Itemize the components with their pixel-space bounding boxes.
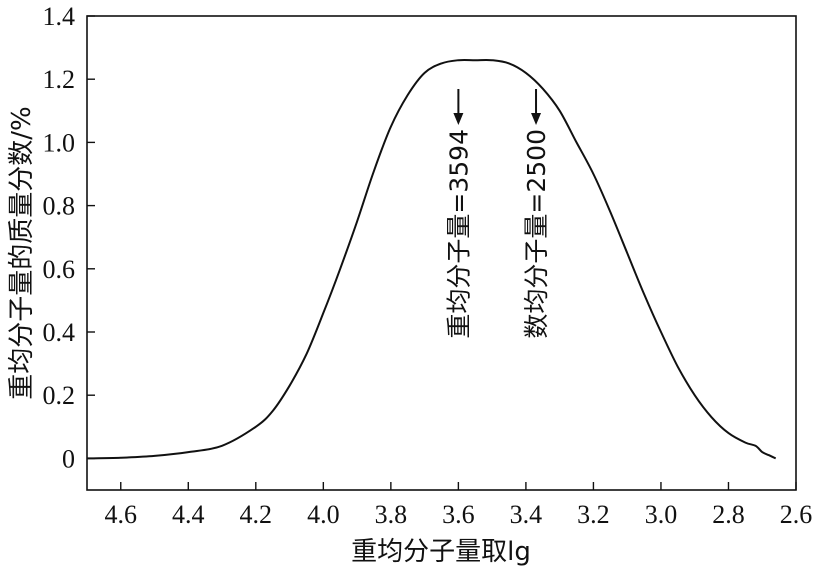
plot-frame: [86, 15, 797, 491]
x-tick-label: 3.6: [442, 500, 475, 529]
distribution-curve: [86, 58, 777, 460]
x-tick-label: 4.0: [307, 500, 340, 529]
x-tick-label: 2.6: [780, 500, 813, 529]
x-tick-label: 3.4: [510, 500, 543, 529]
y-tick-label: 0.8: [43, 192, 76, 221]
y-tick-label: 1.0: [43, 128, 76, 157]
annotations: 重均分子量=3594 数均分子量=2500: [444, 89, 551, 339]
y-tick-label: 1.2: [43, 65, 76, 94]
x-tick-label: 3.2: [577, 500, 610, 529]
y-tick-label: 0: [62, 444, 75, 473]
x-tick-label: 4.6: [105, 500, 138, 529]
x-tick-label: 4.4: [172, 500, 205, 529]
x-tick-label: 2.8: [712, 500, 745, 529]
y-tick-label: 0.6: [43, 255, 76, 284]
x-tick-label: 3.8: [375, 500, 408, 529]
annotation-label: 重均分子量=3594: [444, 129, 473, 339]
x-tick-label: 4.2: [240, 500, 273, 529]
annotation-arrow: [531, 89, 542, 125]
annotation-arrow: [453, 89, 464, 125]
y-tick-label: 0.2: [43, 381, 76, 410]
y-tick-label: 0.4: [43, 318, 76, 347]
x-axis-ticks: 4.6 4.4 4.2 4.0 3.8 3.6 3.4 3.2 3.0 2.8 2.6: [105, 482, 813, 529]
y-tick-label: 1.4: [43, 2, 76, 31]
x-tick-label: 3.0: [645, 500, 678, 529]
y-axis-label: 重均分子量的质量分数/%: [7, 106, 37, 399]
y-axis-ticks: 0 0.2 0.4 0.6 0.8 1.0 1.2 1.4: [43, 2, 95, 473]
annotation-label: 数均分子量=2500: [522, 129, 551, 339]
x-axis-label: 重均分子量取lg: [351, 537, 531, 567]
